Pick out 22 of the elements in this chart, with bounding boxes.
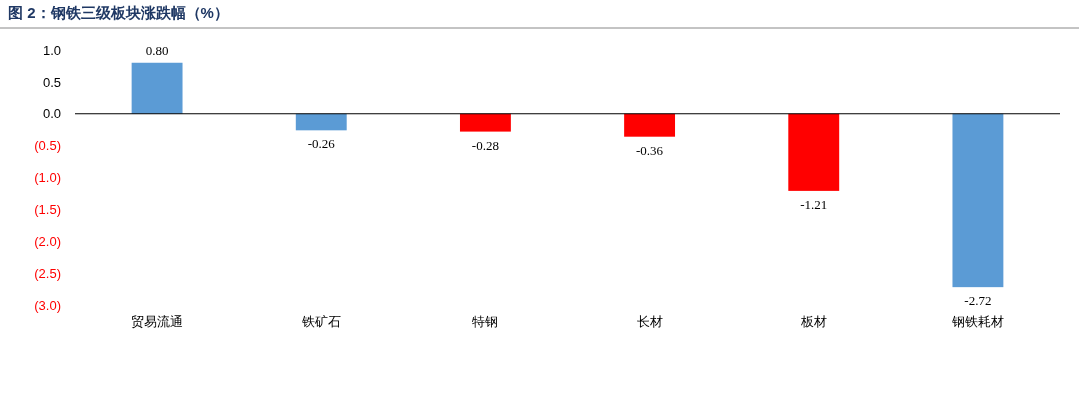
data-label: -2.72 [964, 293, 992, 309]
y-tick-label: 0.5 [42, 74, 61, 90]
y-tick-label: 0.0 [42, 106, 61, 122]
x-tick-label: 长材 [636, 314, 663, 330]
y-tick-label: (0.5) [34, 138, 61, 154]
x-tick-label: 铁矿石 [300, 314, 341, 330]
y-tick-label: (2.5) [34, 265, 61, 281]
x-tick-label: 贸易流通 [131, 314, 184, 330]
data-label: -0.36 [636, 142, 664, 158]
data-label: -0.26 [307, 136, 336, 152]
data-label: 0.80 [145, 42, 169, 58]
y-tick-label: 1.0 [42, 42, 61, 58]
data-label: -1.21 [800, 196, 828, 212]
x-tick-label: 板材 [799, 314, 827, 330]
y-tick-label: (1.5) [34, 202, 61, 218]
x-tick-label: 钢铁耗材 [950, 314, 1004, 330]
y-tick-label: (1.0) [34, 170, 61, 186]
y-tick-label: (3.0) [34, 297, 61, 313]
chart-title: 图 2：钢铁三级板块涨跌幅（%） [8, 4, 229, 21]
y-tick-label: (2.0) [34, 233, 61, 249]
x-tick-label: 特钢 [472, 314, 499, 330]
data-label: -0.28 [471, 137, 499, 153]
